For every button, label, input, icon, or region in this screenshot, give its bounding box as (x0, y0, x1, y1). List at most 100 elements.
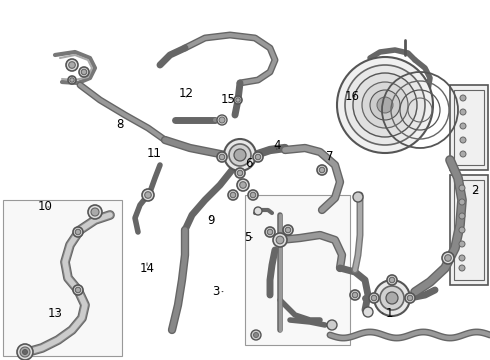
Circle shape (460, 151, 466, 157)
Circle shape (250, 192, 256, 198)
Circle shape (17, 344, 33, 360)
Circle shape (236, 98, 240, 102)
Circle shape (460, 95, 466, 101)
Circle shape (91, 208, 99, 216)
Circle shape (217, 115, 227, 125)
Text: 11: 11 (147, 147, 162, 159)
Circle shape (460, 123, 466, 129)
Circle shape (442, 252, 454, 264)
Circle shape (460, 109, 466, 115)
Circle shape (145, 192, 151, 198)
Circle shape (237, 170, 243, 176)
Circle shape (459, 227, 465, 233)
Text: 15: 15 (220, 93, 235, 105)
Text: 12: 12 (179, 87, 194, 100)
Circle shape (345, 65, 425, 145)
Bar (245, 195, 350, 345)
Circle shape (142, 189, 154, 201)
Circle shape (254, 207, 262, 215)
Circle shape (66, 59, 78, 71)
Circle shape (317, 165, 327, 175)
Circle shape (251, 330, 261, 340)
Circle shape (75, 229, 81, 235)
Circle shape (240, 182, 246, 188)
Circle shape (267, 229, 273, 235)
Text: 5: 5 (244, 231, 252, 244)
Circle shape (253, 152, 263, 162)
Circle shape (369, 293, 379, 303)
Circle shape (81, 69, 87, 75)
Circle shape (219, 154, 225, 160)
Circle shape (353, 73, 417, 137)
Circle shape (459, 185, 465, 191)
Circle shape (460, 137, 466, 143)
Circle shape (459, 241, 465, 247)
Circle shape (237, 179, 249, 191)
Circle shape (230, 192, 236, 198)
Circle shape (353, 192, 363, 202)
Text: 1: 1 (382, 307, 393, 320)
Circle shape (283, 225, 293, 235)
Circle shape (73, 285, 83, 295)
Circle shape (386, 292, 398, 304)
Circle shape (217, 152, 227, 162)
Bar (454, 180, 484, 280)
Circle shape (253, 333, 259, 338)
Circle shape (362, 82, 408, 128)
Circle shape (459, 213, 465, 219)
Text: 6: 6 (245, 157, 254, 170)
Text: 10: 10 (38, 201, 52, 213)
Text: 7: 7 (325, 150, 333, 163)
Circle shape (265, 227, 275, 237)
Circle shape (255, 154, 261, 160)
Circle shape (363, 307, 373, 317)
Circle shape (23, 350, 27, 355)
Circle shape (79, 67, 89, 77)
Text: 4: 4 (273, 139, 281, 152)
Bar (450, 175, 488, 285)
Bar (450, 85, 488, 170)
Circle shape (224, 139, 256, 171)
Circle shape (20, 347, 30, 357)
Circle shape (69, 62, 75, 68)
Circle shape (234, 96, 242, 104)
Circle shape (68, 76, 76, 84)
Circle shape (228, 190, 238, 200)
Circle shape (73, 227, 83, 237)
Text: 9: 9 (207, 214, 215, 227)
Circle shape (88, 205, 102, 219)
Circle shape (70, 78, 74, 82)
Circle shape (235, 168, 245, 178)
Circle shape (285, 227, 291, 233)
Circle shape (352, 292, 358, 298)
Text: 13: 13 (48, 307, 62, 320)
Circle shape (459, 199, 465, 205)
Bar (454, 90, 484, 165)
Text: 8: 8 (116, 118, 124, 131)
Circle shape (229, 144, 251, 166)
Circle shape (337, 57, 433, 153)
Text: 3: 3 (212, 285, 223, 298)
Text: 16: 16 (344, 90, 359, 103)
Circle shape (219, 117, 225, 123)
Text: 14: 14 (140, 262, 154, 275)
Circle shape (380, 286, 404, 310)
Text: 2: 2 (471, 184, 479, 197)
Circle shape (327, 320, 337, 330)
Circle shape (371, 295, 377, 301)
Circle shape (273, 233, 287, 247)
Circle shape (459, 265, 465, 271)
Circle shape (389, 277, 395, 283)
Circle shape (374, 280, 410, 316)
Circle shape (377, 97, 393, 113)
Circle shape (405, 293, 415, 303)
Bar (3, 200, 122, 356)
Circle shape (276, 236, 284, 244)
Circle shape (75, 287, 81, 293)
Circle shape (387, 275, 397, 285)
Circle shape (234, 149, 246, 161)
Circle shape (370, 90, 400, 120)
Circle shape (445, 255, 451, 261)
Circle shape (459, 255, 465, 261)
Circle shape (407, 295, 413, 301)
